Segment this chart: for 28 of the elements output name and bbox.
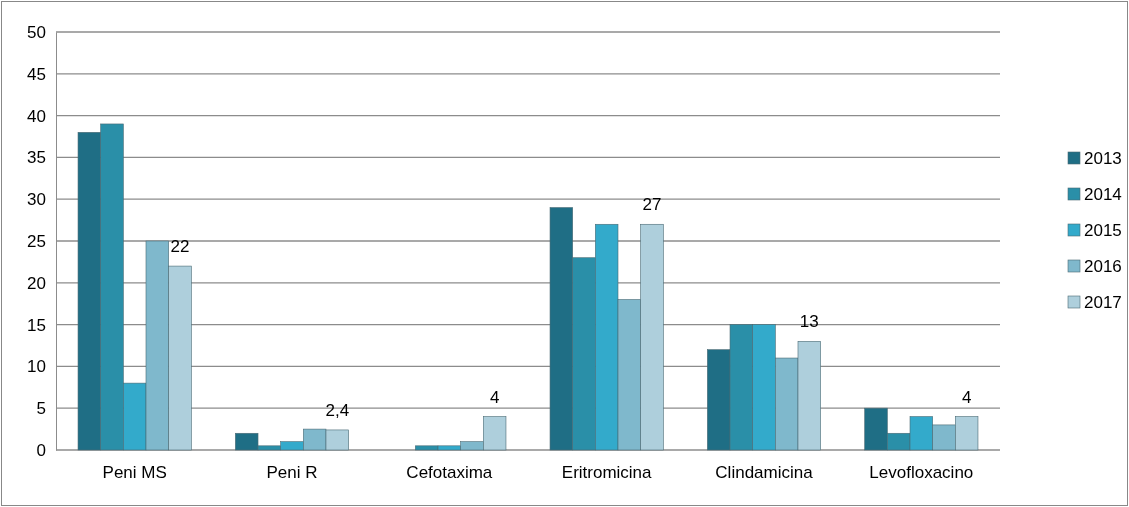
data-label: 22 (170, 237, 190, 257)
legend-label: 2017 (1084, 293, 1122, 312)
y-tick-label: 40 (27, 106, 46, 126)
y-tick-label: 35 (27, 148, 46, 168)
legend-label: 2013 (1084, 149, 1122, 168)
x-tick-label: Eritromicina (561, 463, 653, 483)
y-tick-label: 15 (27, 315, 46, 335)
x-tick-label: Peni MS (102, 463, 167, 483)
x-tick-label: Clindamicina (715, 463, 814, 483)
y-tick-label: 20 (27, 273, 46, 293)
x-tick-label: Levofloxacino (869, 463, 974, 483)
y-tick-label: 10 (27, 357, 46, 377)
legend-label: 2015 (1084, 221, 1122, 240)
y-tick-label: 30 (27, 190, 46, 210)
legend-label: 2014 (1084, 185, 1122, 204)
legend-label: 2016 (1084, 257, 1122, 276)
data-label: 13 (799, 312, 819, 332)
data-label: 4 (961, 387, 972, 407)
y-tick-label: 45 (27, 64, 46, 84)
x-tick-label: Peni R (266, 463, 318, 483)
data-label: 4 (489, 387, 500, 407)
data-label: 2,4 (325, 400, 350, 420)
y-tick-label: 0 (36, 440, 46, 460)
x-tick-label: Cefotaxima (406, 463, 493, 483)
y-tick-label: 25 (27, 231, 46, 251)
y-tick-label: 50 (27, 22, 46, 42)
data-label: 27 (642, 195, 662, 215)
y-tick-label: 5 (36, 399, 46, 419)
